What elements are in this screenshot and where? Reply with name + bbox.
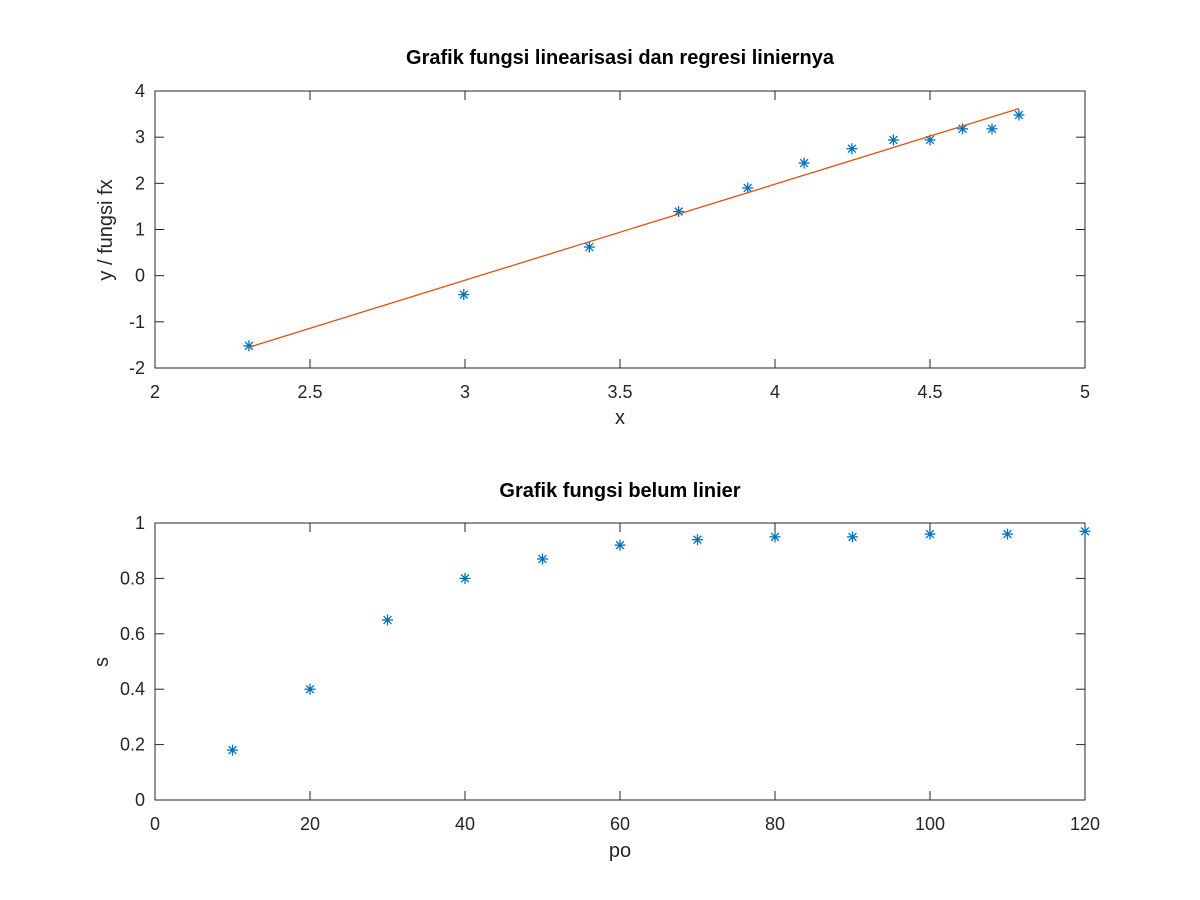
x-tick-label: 4.5 <box>917 382 942 402</box>
data-point <box>304 683 316 695</box>
x-tick-label: 100 <box>915 814 945 834</box>
y-tick-label: 1 <box>135 513 145 533</box>
x-tick-label: 2 <box>150 382 160 402</box>
data-point <box>537 553 548 565</box>
data-point <box>798 157 810 169</box>
y-tick-label: 0.8 <box>120 568 145 588</box>
data-point <box>382 614 393 626</box>
y-axis-label: y / fungsi fx <box>95 179 117 280</box>
data-point <box>692 534 703 546</box>
data-point <box>887 134 899 146</box>
y-tick-label: 0 <box>135 790 145 810</box>
y-tick-label: 0.6 <box>120 624 145 644</box>
data-point <box>458 289 470 301</box>
x-tick-label: 20 <box>300 814 320 834</box>
y-tick-label: 3 <box>135 127 145 147</box>
data-point <box>1002 528 1013 540</box>
x-tick-label: 40 <box>455 814 475 834</box>
data-point <box>769 531 781 543</box>
x-tick-label: 60 <box>610 814 630 834</box>
data-point <box>459 572 471 584</box>
data-point <box>986 123 998 135</box>
x-axis-label: po <box>609 840 631 862</box>
data-point <box>924 528 936 540</box>
axes-frame <box>154 522 1086 801</box>
data-point <box>742 182 754 194</box>
y-tick-label: 0 <box>135 266 145 286</box>
data-point <box>846 143 858 155</box>
data-point <box>1079 525 1091 537</box>
data-point <box>583 241 595 253</box>
y-tick-label: 2 <box>135 173 145 193</box>
x-tick-label: 80 <box>765 814 785 834</box>
data-point <box>614 539 626 551</box>
x-tick-label: 5 <box>1080 382 1090 402</box>
x-axis-label: x <box>615 407 625 429</box>
chart-title: Grafik fungsi linearisasi dan regresi li… <box>406 47 835 69</box>
x-tick-label: 0 <box>150 814 160 834</box>
regression-line <box>248 107 1020 348</box>
data-point <box>1013 109 1025 121</box>
y-tick-label: -1 <box>129 312 145 332</box>
axes-frame <box>154 90 1086 369</box>
x-tick-label: 3.5 <box>607 382 632 402</box>
data-point <box>847 531 858 543</box>
data-point <box>673 205 685 217</box>
x-tick-label: 3 <box>460 382 470 402</box>
y-tick-label: 0.2 <box>120 735 145 755</box>
y-tick-label: -2 <box>129 358 145 378</box>
data-point <box>227 744 238 756</box>
subplot-nonlinear: Grafik fungsi belum linier po s 0 20 40 60 8… <box>91 480 1100 862</box>
x-tick-label: 2.5 <box>297 382 322 402</box>
chart-title: Grafik fungsi belum linier <box>499 480 740 502</box>
y-tick-label: 4 <box>135 81 145 101</box>
y-axis-label: s <box>91 657 113 667</box>
y-tick-label: 1 <box>135 220 145 240</box>
y-tick-label: 0.4 <box>120 679 145 699</box>
subplot-linearization: Grafik fungsi linearisasi dan regresi li… <box>95 47 1090 429</box>
x-tick-label: 120 <box>1070 814 1100 834</box>
x-tick-label: 4 <box>770 382 780 402</box>
